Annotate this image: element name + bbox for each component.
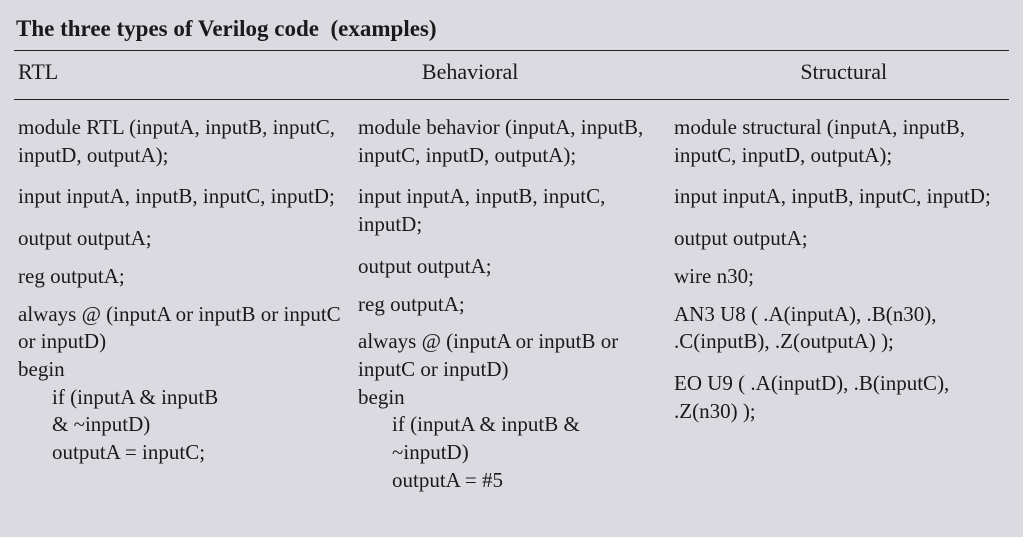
rtl-output-decl: output outputA; — [18, 225, 344, 253]
str-inst1: AN3 U8 ( .A(inputA), .B(n30), .C(inputB)… — [674, 301, 1004, 356]
beh-reg-decl: reg outputA; — [358, 291, 654, 319]
beh-if: if (inputA & inputB & ~inputD) — [358, 411, 654, 466]
rule-bottom — [14, 99, 1009, 100]
beh-module: module behavior (inputA, inputB, inputC,… — [358, 114, 654, 169]
rtl-column: module RTL (inputA, inputB, inputC, inpu… — [14, 114, 344, 495]
title-main: The three types of Verilog code — [16, 16, 319, 41]
beh-assign: outputA = #5 — [358, 467, 654, 495]
header-structural: Structural — [670, 59, 1009, 85]
str-output-decl: output outputA; — [674, 225, 1004, 253]
rtl-if: if (inputA & inputB & ~inputD) — [18, 384, 344, 439]
str-wire-decl: wire n30; — [674, 263, 1004, 291]
page: The three types of Verilog code (example… — [0, 0, 1023, 537]
header-rtl: RTL — [14, 59, 352, 85]
str-module: module structural (inputA, inputB, input… — [674, 114, 1004, 169]
title-paren: (examples) — [331, 16, 437, 41]
rtl-reg-decl: reg outputA; — [18, 263, 344, 291]
str-input-decl: input inputA, inputB, inputC, inputD; — [674, 183, 1004, 211]
page-title: The three types of Verilog code (example… — [16, 16, 1009, 42]
beh-always: always @ (inputA or inputB or inputC or … — [358, 328, 654, 411]
beh-input-decl: input inputA, inputB, inputC, inputD; — [358, 183, 654, 238]
structural-column: module structural (inputA, inputB, input… — [654, 114, 1004, 495]
header-behavioral: Behavioral — [352, 59, 670, 85]
rtl-input-decl: input inputA, inputB, inputC, inputD; — [18, 183, 344, 211]
rtl-assign: outputA = inputC; — [18, 439, 344, 467]
rtl-always: always @ (inputA or inputB or inputC or … — [18, 301, 344, 384]
rtl-module: module RTL (inputA, inputB, inputC, inpu… — [18, 114, 344, 169]
beh-output-decl: output outputA; — [358, 253, 654, 281]
behavioral-column: module behavior (inputA, inputB, inputC,… — [344, 114, 654, 495]
code-body: module RTL (inputA, inputB, inputC, inpu… — [14, 104, 1009, 495]
rule-top — [14, 50, 1009, 51]
str-inst2: EO U9 ( .A(inputD), .B(inputC), .Z(n30) … — [674, 370, 1004, 425]
column-headers: RTL Behavioral Structural — [14, 55, 1009, 91]
